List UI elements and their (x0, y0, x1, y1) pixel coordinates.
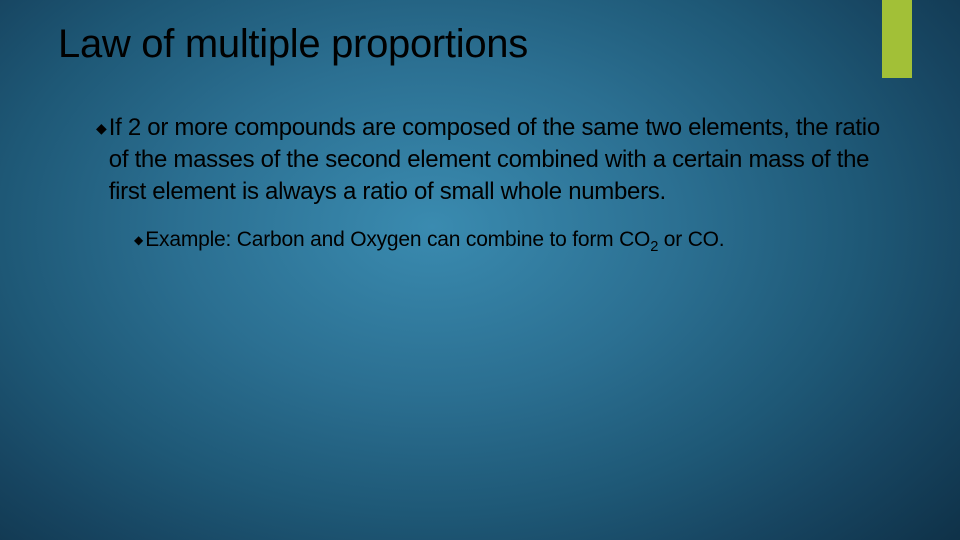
accent-bar (882, 0, 912, 78)
sub-bullet-block: ◆ Example: Carbon and Oxygen can combine… (134, 226, 890, 254)
slide-title: Law of multiple proportions (58, 22, 528, 67)
sub-text-prefix: Example: Carbon and Oxygen can combine t… (145, 228, 650, 251)
sub-bullet-text: Example: Carbon and Oxygen can combine t… (145, 226, 724, 254)
subscript: 2 (650, 239, 658, 255)
bullet-text: If 2 or more compounds are composed of t… (109, 112, 890, 208)
diamond-icon: ◆ (96, 112, 107, 144)
bullet-item: ◆ If 2 or more compounds are composed of… (96, 112, 890, 208)
sub-bullet-item: ◆ Example: Carbon and Oxygen can combine… (134, 226, 890, 254)
diamond-icon: ◆ (134, 226, 143, 254)
slide: Law of multiple proportions ◆ If 2 or mo… (0, 0, 960, 540)
sub-text-suffix: or CO. (658, 228, 724, 251)
body-block: ◆ If 2 or more compounds are composed of… (96, 112, 890, 254)
